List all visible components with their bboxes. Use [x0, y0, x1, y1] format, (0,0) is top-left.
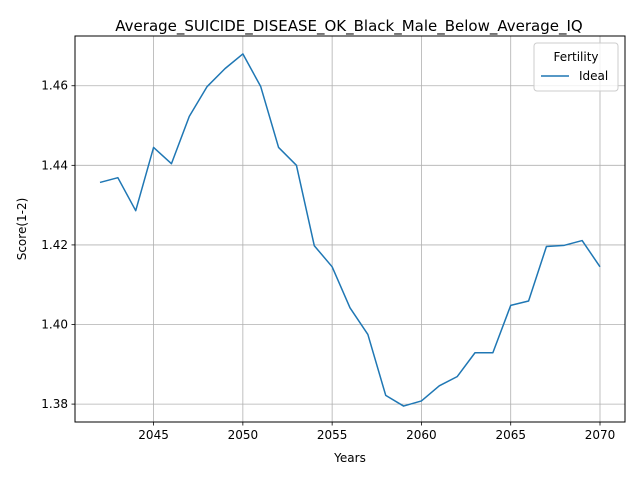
y-tick-label: 1.44 [41, 158, 68, 172]
x-axis-label: Years [333, 451, 366, 465]
legend: Fertility Ideal [533, 42, 619, 92]
x-tick-label: 2045 [138, 428, 169, 442]
legend-label: Ideal [579, 69, 608, 83]
y-tick-label: 1.42 [41, 238, 68, 252]
x-tick-label: 2055 [317, 428, 348, 442]
y-axis-label: Score(1-2) [15, 198, 29, 261]
y-tick-label: 1.46 [41, 79, 68, 93]
series-line [99, 53, 601, 407]
y-tick-label: 1.40 [41, 318, 68, 332]
x-tick-label: 2070 [585, 428, 616, 442]
series-group [99, 53, 601, 407]
legend-title: Fertility [553, 50, 598, 64]
chart-title: Average_SUICIDE_DISEASE_OK_Black_Male_Be… [115, 17, 582, 36]
x-tick-label: 2060 [406, 428, 437, 442]
legend-box [533, 42, 619, 92]
x-tick-label: 2065 [495, 428, 526, 442]
y-axis: 1.38 1.40 1.42 1.44 1.46 [41, 79, 75, 411]
x-tick-label: 2050 [228, 428, 259, 442]
plot-frame [74, 35, 626, 423]
x-axis: 2045 2050 2055 2060 2065 2070 [138, 422, 615, 442]
y-tick-label: 1.38 [41, 397, 68, 411]
grid-lines [75, 36, 625, 422]
